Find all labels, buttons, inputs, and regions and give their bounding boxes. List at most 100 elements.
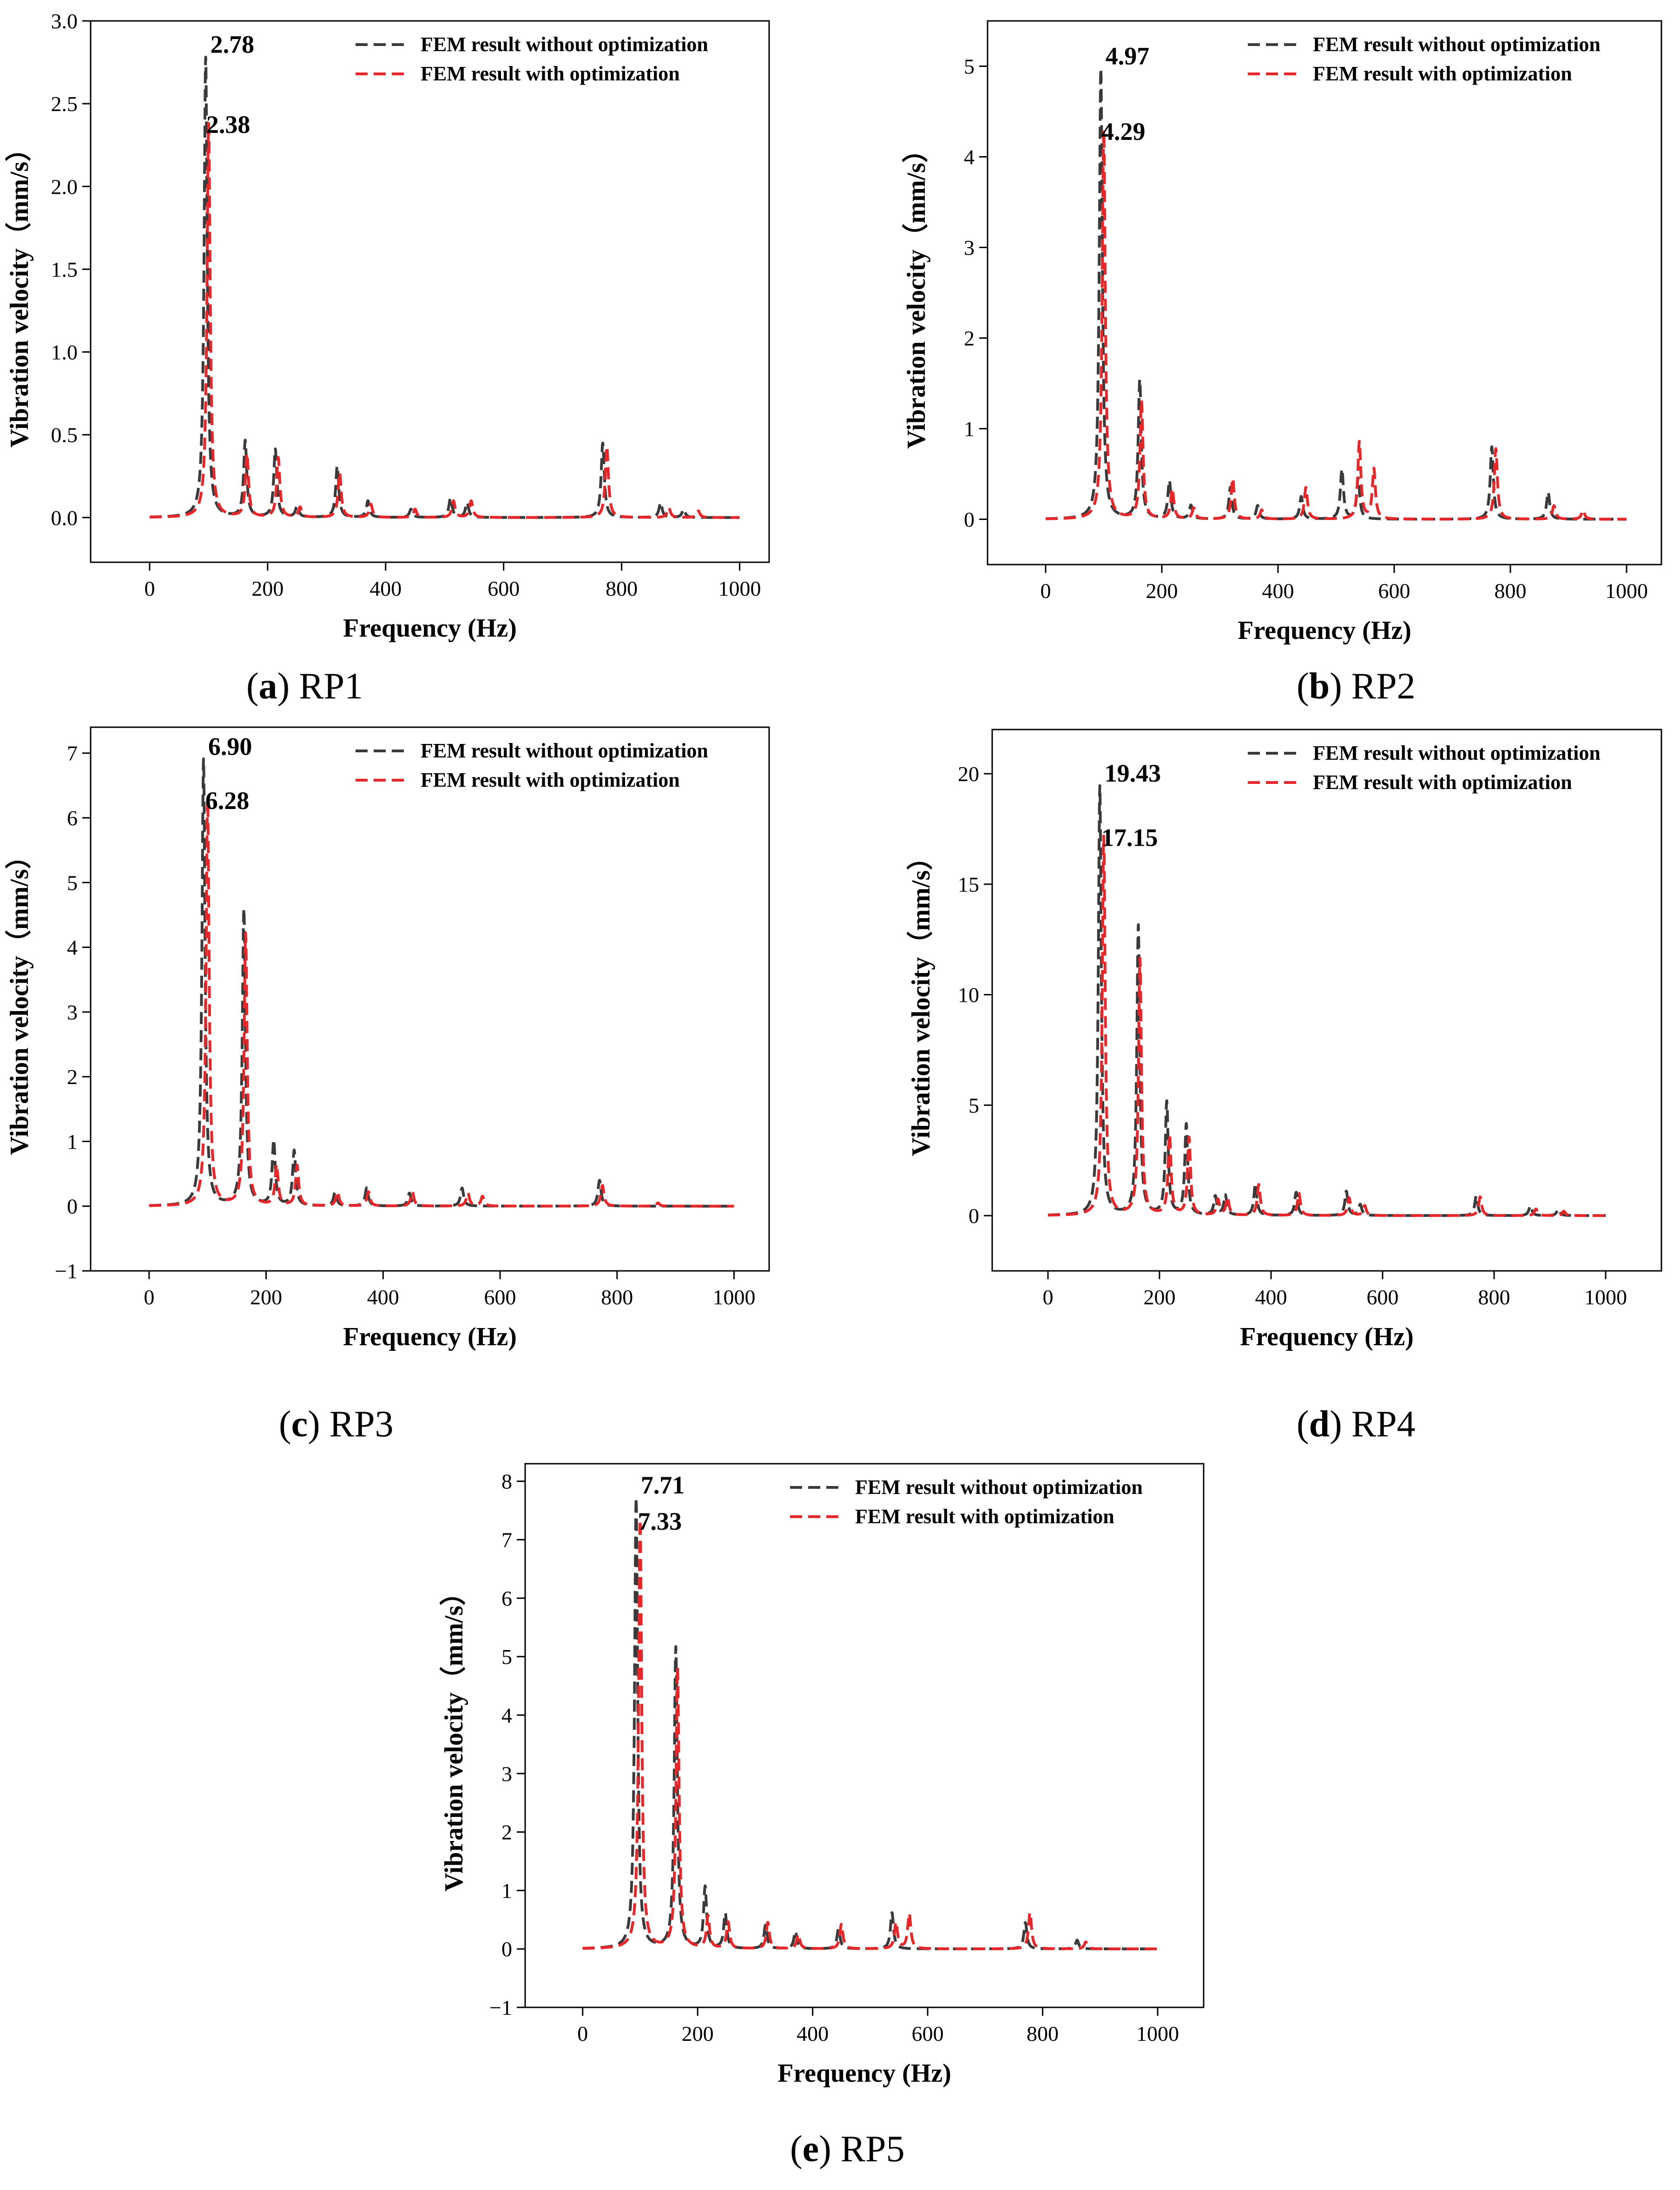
y-tick-label-b-0: 0	[964, 508, 975, 532]
y-tick-label-d-0: 0	[968, 1204, 979, 1228]
series-with-optimization-c	[148, 797, 735, 1208]
y-tick-label-d-4: 20	[958, 762, 979, 786]
x-tick-label-a-1: 200	[251, 577, 283, 600]
caption-b: (b) RP2	[1297, 666, 1416, 707]
chart-panel-a: 0 200 400 600 800 1000 0.0 0.5 1.0 1.5 2.0 2.5 3.0 Fr…	[0, 0, 790, 660]
y-axis-title-a: Vibration velocity（mm/s）	[5, 136, 34, 447]
chart-panel-c: 0 200 400 600 800 1000 −1 0 1 2 3 4 5 6 7 Frequency (Hz…	[0, 716, 790, 1399]
x-tick-label-e-2: 400	[797, 2022, 829, 2045]
series-without-optimization-c	[148, 757, 735, 1208]
peak-label-without-b: 4.97	[1106, 42, 1150, 70]
y-tick-label-c-3: 2	[67, 1065, 78, 1089]
legend-label-without-b: FEM result without optimization	[1313, 33, 1601, 56]
y-tick-label-c-4: 3	[67, 1000, 78, 1024]
y-axis-title-b: Vibration velocity（mm/s）	[902, 137, 931, 448]
chart-panel-b: 0 200 400 600 800 1000 0 1 2 3 4 5 Frequency (Hz) Vib…	[883, 0, 1680, 660]
y-tick-label-c-0: −1	[55, 1259, 78, 1283]
x-tick-label-b-5: 1000	[1605, 579, 1648, 603]
y-tick-label-a-2: 1.0	[51, 341, 78, 364]
x-tick-label-b-0: 0	[1041, 579, 1051, 603]
y-tick-label-e-7: 6	[501, 1586, 512, 1610]
chart-e: 0 200 400 600 800 1000 −1 0 1 2 3 4 5 6 7 8 Frequency (H…	[439, 1463, 1205, 2088]
caption-e-label: e	[802, 2129, 819, 2170]
y-axis-title-d: Vibration velocity（mm/s）	[906, 844, 936, 1156]
plot-frame-a	[90, 20, 770, 563]
legend-label-with-b: FEM result with optimization	[1313, 62, 1572, 85]
x-tick-label-d-0: 0	[1043, 1285, 1054, 1309]
y-tick-label-c-1: 0	[67, 1195, 78, 1218]
x-axis-title-c: Frequency (Hz)	[343, 1322, 517, 1351]
caption-b-text: RP2	[1351, 666, 1416, 707]
x-tick-label-c-5: 1000	[712, 1285, 755, 1309]
x-tick-label-e-1: 200	[682, 2022, 714, 2045]
x-tick-label-e-5: 1000	[1136, 2022, 1179, 2045]
legend-label-without-a: FEM result without optimization	[421, 33, 708, 56]
legend-label-with-c: FEM result with optimization	[421, 769, 680, 791]
chart-b: 0 200 400 600 800 1000 0 1 2 3 4 5 Frequency (Hz) Vib…	[902, 20, 1662, 645]
peak-label-without-c: 6.90	[208, 733, 252, 761]
legend-label-with-d: FEM result with optimization	[1313, 771, 1572, 794]
series-without-optimization-e	[581, 1496, 1159, 1951]
chart-d: 0 200 400 600 800 1000 0 5 10 15 20 Frequency (Hz) V…	[906, 729, 1662, 1351]
chart-panel-e: 0 200 400 600 800 1000 −1 0 1 2 3 4 5 6 7 8 Frequency (H…	[362, 1450, 1348, 2114]
x-tick-label-d-3: 600	[1367, 1285, 1399, 1309]
y-tick-label-d-2: 10	[958, 983, 979, 1007]
chart-c: 0 200 400 600 800 1000 −1 0 1 2 3 4 5 6 7 Frequency (Hz…	[5, 726, 770, 1351]
y-tick-label-a-6: 3.0	[51, 9, 78, 33]
y-axis-title-e: Vibration velocity（mm/s）	[439, 1579, 468, 1891]
y-tick-label-c-2: 1	[67, 1130, 78, 1153]
series-with-optimization-d	[1047, 835, 1607, 1217]
caption-d: (d) RP4	[1297, 1404, 1416, 1445]
x-tick-label-a-5: 1000	[718, 577, 761, 600]
chart-panel-d: 0 200 400 600 800 1000 0 5 10 15 20 Frequency (Hz) V…	[902, 716, 1680, 1399]
y-tick-label-e-0: −1	[489, 1996, 512, 2019]
x-tick-label-c-4: 800	[601, 1285, 633, 1309]
x-tick-label-d-5: 1000	[1584, 1285, 1627, 1309]
y-tick-label-e-8: 7	[501, 1528, 512, 1552]
x-tick-label-c-0: 0	[144, 1285, 154, 1309]
y-axis-title-c: Vibration velocity（mm/s）	[5, 843, 34, 1155]
series-without-optimization-b	[1044, 67, 1628, 521]
legend-label-with-e: FEM result with optimization	[855, 1505, 1114, 1528]
y-tick-label-b-3: 3	[964, 236, 975, 260]
y-tick-label-e-5: 4	[501, 1703, 512, 1727]
x-tick-label-b-4: 800	[1495, 579, 1527, 603]
x-axis-title-d: Frequency (Hz)	[1240, 1322, 1414, 1351]
peak-label-without-d: 19.43	[1105, 759, 1161, 787]
caption-a-label: a	[258, 666, 277, 707]
caption-d-text: RP4	[1351, 1404, 1416, 1445]
x-tick-label-e-3: 600	[912, 2022, 944, 2045]
series-with-optimization-a	[148, 122, 741, 519]
y-tick-label-a-5: 2.5	[51, 92, 78, 116]
y-tick-label-a-1: 0.5	[51, 423, 78, 447]
x-axis-title-b: Frequency (Hz)	[1238, 616, 1411, 645]
x-tick-label-c-1: 200	[250, 1285, 282, 1309]
caption-a-text: RP1	[299, 666, 363, 707]
peak-label-with-d: 17.15	[1101, 824, 1158, 852]
plot-frame-d	[991, 729, 1662, 1272]
y-tick-label-d-1: 5	[968, 1093, 979, 1117]
y-tick-label-c-5: 4	[67, 936, 78, 960]
x-tick-label-b-3: 600	[1378, 579, 1410, 603]
peak-label-without-e: 7.71	[641, 1471, 685, 1499]
x-tick-label-a-3: 600	[488, 577, 520, 600]
caption-a: (a) RP1	[246, 666, 363, 707]
y-tick-label-c-6: 5	[67, 871, 78, 894]
chart-a: 0 200 400 600 800 1000 0.0 0.5 1.0 1.5 2.0 2.5 3.0 Fr…	[5, 9, 770, 643]
x-tick-label-c-2: 400	[367, 1285, 399, 1309]
y-tick-label-c-8: 7	[67, 742, 78, 765]
x-tick-label-a-0: 0	[144, 577, 155, 600]
y-tick-label-e-1: 0	[501, 1937, 512, 1961]
y-tick-label-a-0: 0.0	[51, 506, 78, 530]
y-tick-label-a-4: 2.0	[51, 175, 78, 198]
y-tick-label-b-1: 1	[964, 417, 975, 441]
legend-label-without-d: FEM result without optimization	[1313, 742, 1601, 764]
caption-c-text: RP3	[329, 1404, 394, 1445]
plot-frame-e	[524, 1463, 1205, 2008]
y-tick-label-e-2: 1	[501, 1879, 512, 1902]
series-with-optimization-e	[581, 1518, 1159, 1951]
x-tick-label-e-0: 0	[577, 2022, 588, 2045]
caption-c-label: c	[291, 1404, 308, 1445]
legend-label-with-a: FEM result with optimization	[421, 62, 680, 85]
y-tick-label-c-7: 6	[67, 806, 78, 830]
